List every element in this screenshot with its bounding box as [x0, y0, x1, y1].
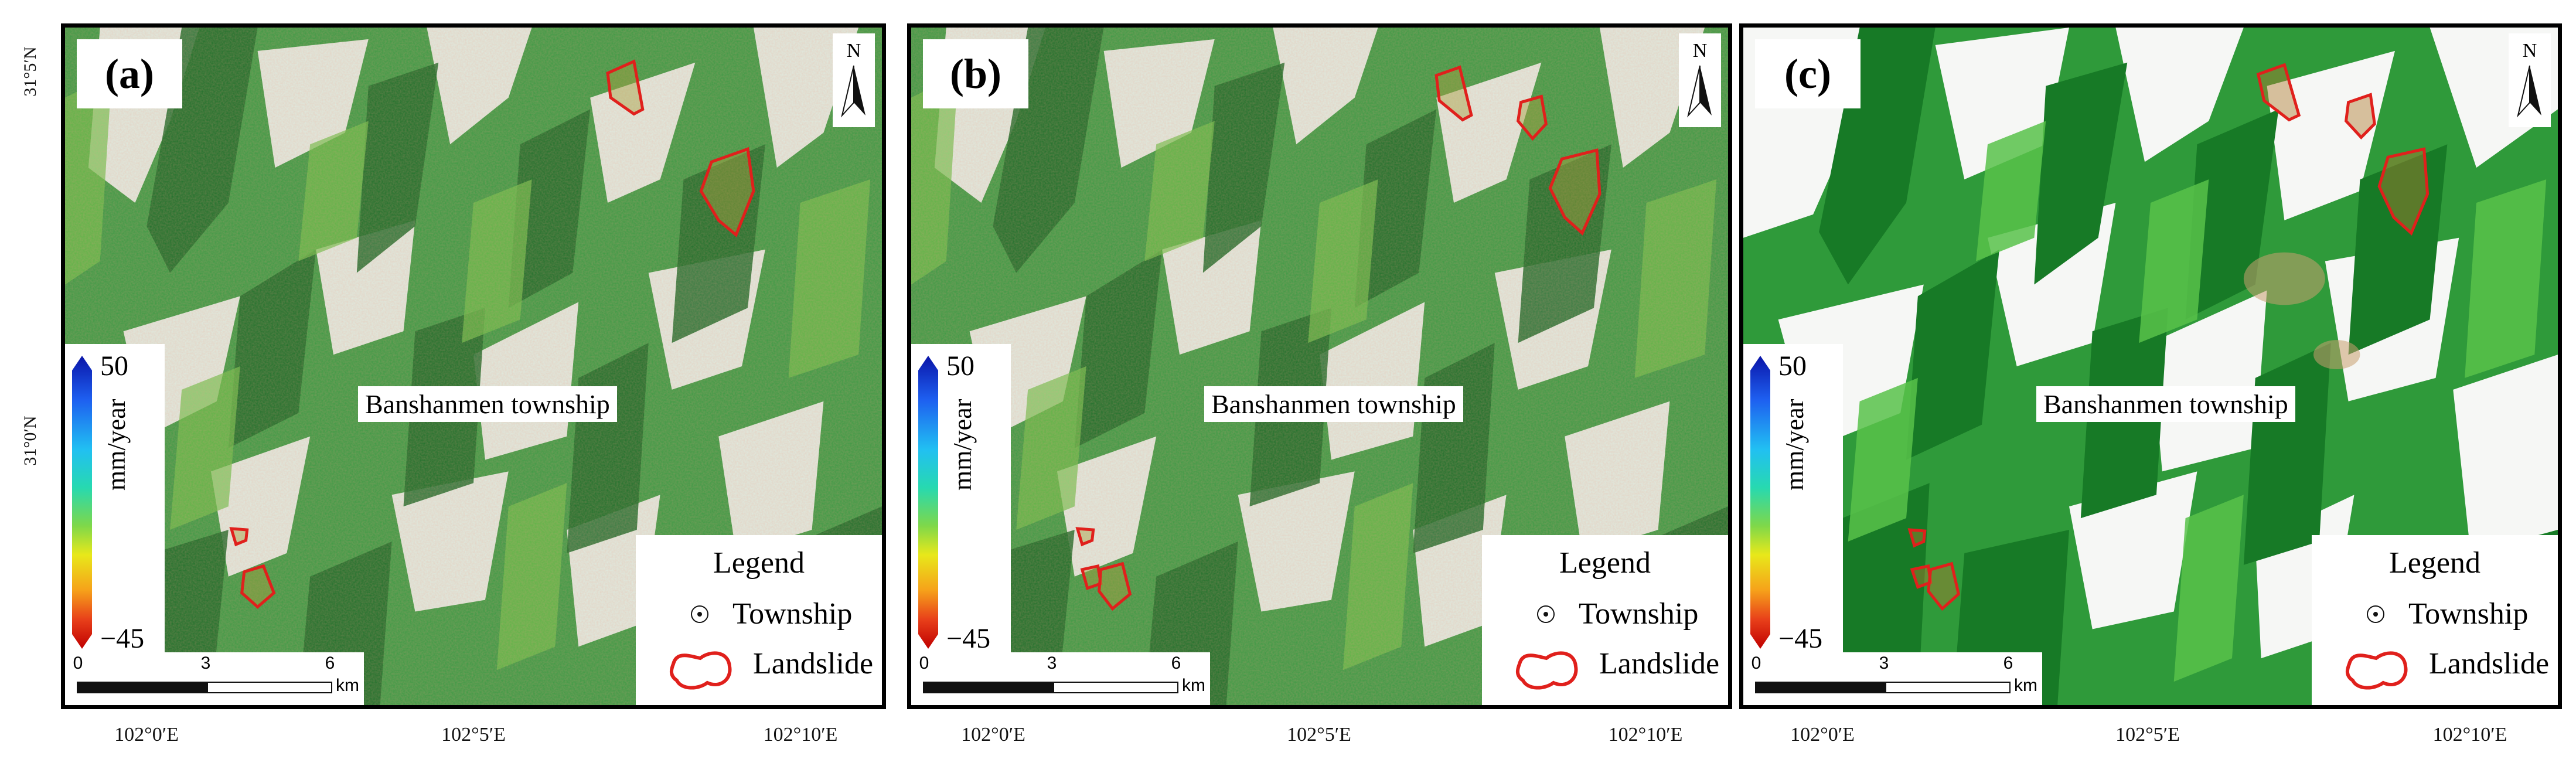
scale-bar: 0 3 6 km	[65, 652, 364, 705]
legend-title: Legend	[713, 546, 805, 580]
legend-township-label: Township	[732, 597, 853, 631]
colorbar-min: −45	[1778, 623, 1823, 654]
colorbar-unit: mm/year	[1780, 399, 1809, 491]
map-panel-c: (c) N Banshanmen township 50 mm/year −45…	[1739, 23, 2562, 709]
landslide-icon	[2345, 651, 2408, 690]
panel-label: (c)	[1755, 39, 1861, 108]
colorbar-gradient	[1750, 356, 1770, 649]
panel-label: (a)	[77, 39, 182, 108]
legend-title: Legend	[2389, 546, 2480, 580]
lat-label-north: 31°5′N	[21, 46, 40, 97]
legend-township-label: Township	[2408, 597, 2529, 631]
township-icon	[2367, 605, 2384, 623]
landslide-icon	[669, 651, 732, 690]
scale-unit: km	[336, 676, 359, 695]
scale-tick: 6	[2003, 653, 2013, 673]
legend-landslide-label: Landslide	[2429, 647, 2550, 680]
lat-label-south: 31°0′N	[21, 416, 40, 466]
legend-township-label: Township	[1579, 597, 1699, 631]
lon-label: 102°0′E	[961, 724, 1025, 745]
scale-tick: 3	[200, 653, 211, 673]
colorbar-max: 50	[946, 350, 974, 382]
township-label: Banshanmen township	[358, 386, 617, 422]
scale-bar-light-segment	[207, 682, 332, 693]
lon-label: 102°5′E	[441, 724, 506, 745]
scale-bar-dark-segment	[923, 682, 1054, 693]
map-panel-a: (a) N Banshanmen township 50 mm/year −45…	[61, 23, 886, 709]
township-label: Banshanmen township	[1204, 386, 1463, 422]
lon-label: 102°0′E	[1790, 724, 1855, 745]
township-icon	[1537, 605, 1555, 623]
scale-unit: km	[2014, 676, 2037, 695]
colorbar-unit: mm/year	[102, 399, 131, 491]
colorbar-max: 50	[1778, 350, 1807, 382]
colorbar-min: −45	[946, 623, 991, 654]
map-panel-b: (b) N Banshanmen township 50 mm/year −45…	[907, 23, 1732, 709]
north-arrow-letter: N	[1693, 40, 1708, 62]
north-arrow-icon: N	[1679, 33, 1721, 127]
colorbar-gradient	[918, 356, 938, 649]
scale-bar-light-segment	[1885, 682, 2011, 693]
north-arrow-letter: N	[847, 40, 861, 62]
scale-bar-light-segment	[1053, 682, 1178, 693]
terrain-image	[65, 28, 882, 705]
colorbar-max: 50	[100, 350, 128, 382]
lon-label: 102°5′E	[2115, 724, 2180, 745]
scale-tick: 3	[1879, 653, 1889, 673]
colorbar-gradient	[72, 356, 92, 649]
legend: Legend Township Landslide	[636, 535, 882, 705]
legend-landslide-label: Landslide	[1599, 647, 1720, 680]
scale-bar-dark-segment	[77, 682, 208, 693]
scale-tick: 0	[919, 653, 929, 673]
colorbar-unit: mm/year	[948, 399, 977, 491]
legend: Legend Township Landslide	[2312, 535, 2558, 705]
legend-title: Legend	[1559, 546, 1651, 580]
lon-label: 102°10′E	[763, 724, 838, 745]
township-label: Banshanmen township	[2036, 386, 2295, 422]
scale-unit: km	[1182, 676, 1205, 695]
lon-label: 102°10′E	[2432, 724, 2507, 745]
north-arrow-icon: N	[2509, 33, 2551, 127]
colorbar: 50 mm/year −45	[1743, 344, 1843, 690]
colorbar-min: −45	[100, 623, 145, 654]
colorbar: 50 mm/year −45	[65, 344, 165, 690]
scale-bar: 0 3 6 km	[1743, 652, 2042, 705]
north-arrow-letter: N	[2523, 40, 2537, 62]
scale-tick: 0	[73, 653, 83, 673]
landslide-icon	[1515, 651, 1578, 690]
lon-label: 102°10′E	[1608, 724, 1683, 745]
scale-bar-dark-segment	[1755, 682, 1886, 693]
scale-tick: 0	[1751, 653, 1761, 673]
legend: Legend Township Landslide	[1482, 535, 1728, 705]
scale-tick: 6	[1171, 653, 1181, 673]
north-arrow-icon: N	[833, 33, 875, 127]
colorbar: 50 mm/year −45	[911, 344, 1011, 690]
scale-tick: 6	[325, 653, 335, 673]
panel-label: (b)	[923, 39, 1028, 108]
lon-label: 102°5′E	[1287, 724, 1351, 745]
scale-tick: 3	[1047, 653, 1057, 673]
township-icon	[691, 605, 708, 623]
lon-label: 102°0′E	[114, 724, 179, 745]
scale-bar: 0 3 6 km	[911, 652, 1210, 705]
legend-landslide-label: Landslide	[753, 647, 874, 680]
